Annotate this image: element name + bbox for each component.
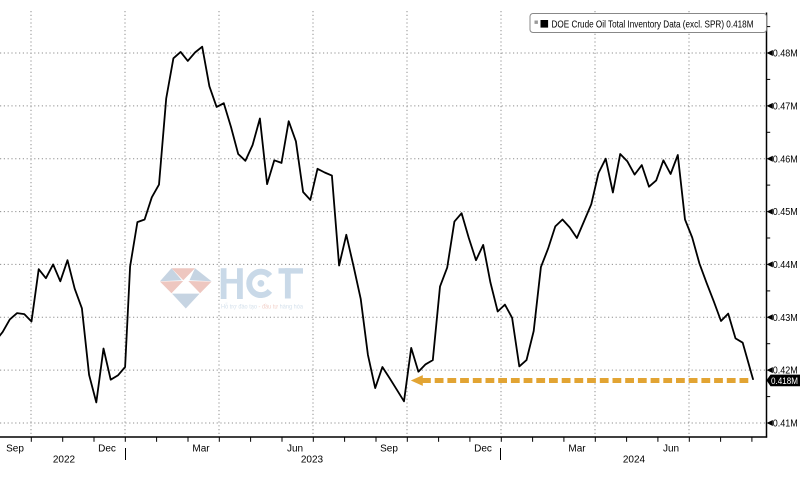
svg-text:Dec: Dec — [98, 444, 116, 455]
svg-text:2023: 2023 — [301, 455, 324, 466]
svg-text:Hỗ trợ đào tạo - đầu tư hàng h: Hỗ trợ đào tạo - đầu tư hàng hóa — [221, 302, 303, 311]
svg-text:Mar: Mar — [192, 444, 210, 455]
svg-text:2022: 2022 — [53, 455, 76, 466]
svg-text:Sep: Sep — [6, 444, 24, 455]
svg-text:0.42M: 0.42M — [773, 366, 798, 377]
svg-text:Dec: Dec — [474, 444, 492, 455]
svg-text:0.48M: 0.48M — [773, 49, 798, 60]
svg-text:0.46M: 0.46M — [773, 154, 798, 165]
svg-text:Sep: Sep — [380, 444, 398, 455]
svg-text:Jun: Jun — [287, 444, 303, 455]
svg-text:0.44M: 0.44M — [773, 260, 798, 271]
svg-text:Jun: Jun — [663, 444, 679, 455]
svg-text:Mar: Mar — [568, 444, 586, 455]
svg-text:DOE Crude Oil Total Inventory: DOE Crude Oil Total Inventory Data (excl… — [552, 18, 754, 30]
svg-text:0.47M: 0.47M — [773, 102, 798, 113]
svg-text:0.43M: 0.43M — [773, 313, 798, 324]
svg-text:0.418M: 0.418M — [771, 376, 798, 387]
svg-text:0.41M: 0.41M — [773, 419, 798, 430]
svg-text:0.45M: 0.45M — [773, 207, 798, 218]
svg-text:2024: 2024 — [623, 455, 646, 466]
